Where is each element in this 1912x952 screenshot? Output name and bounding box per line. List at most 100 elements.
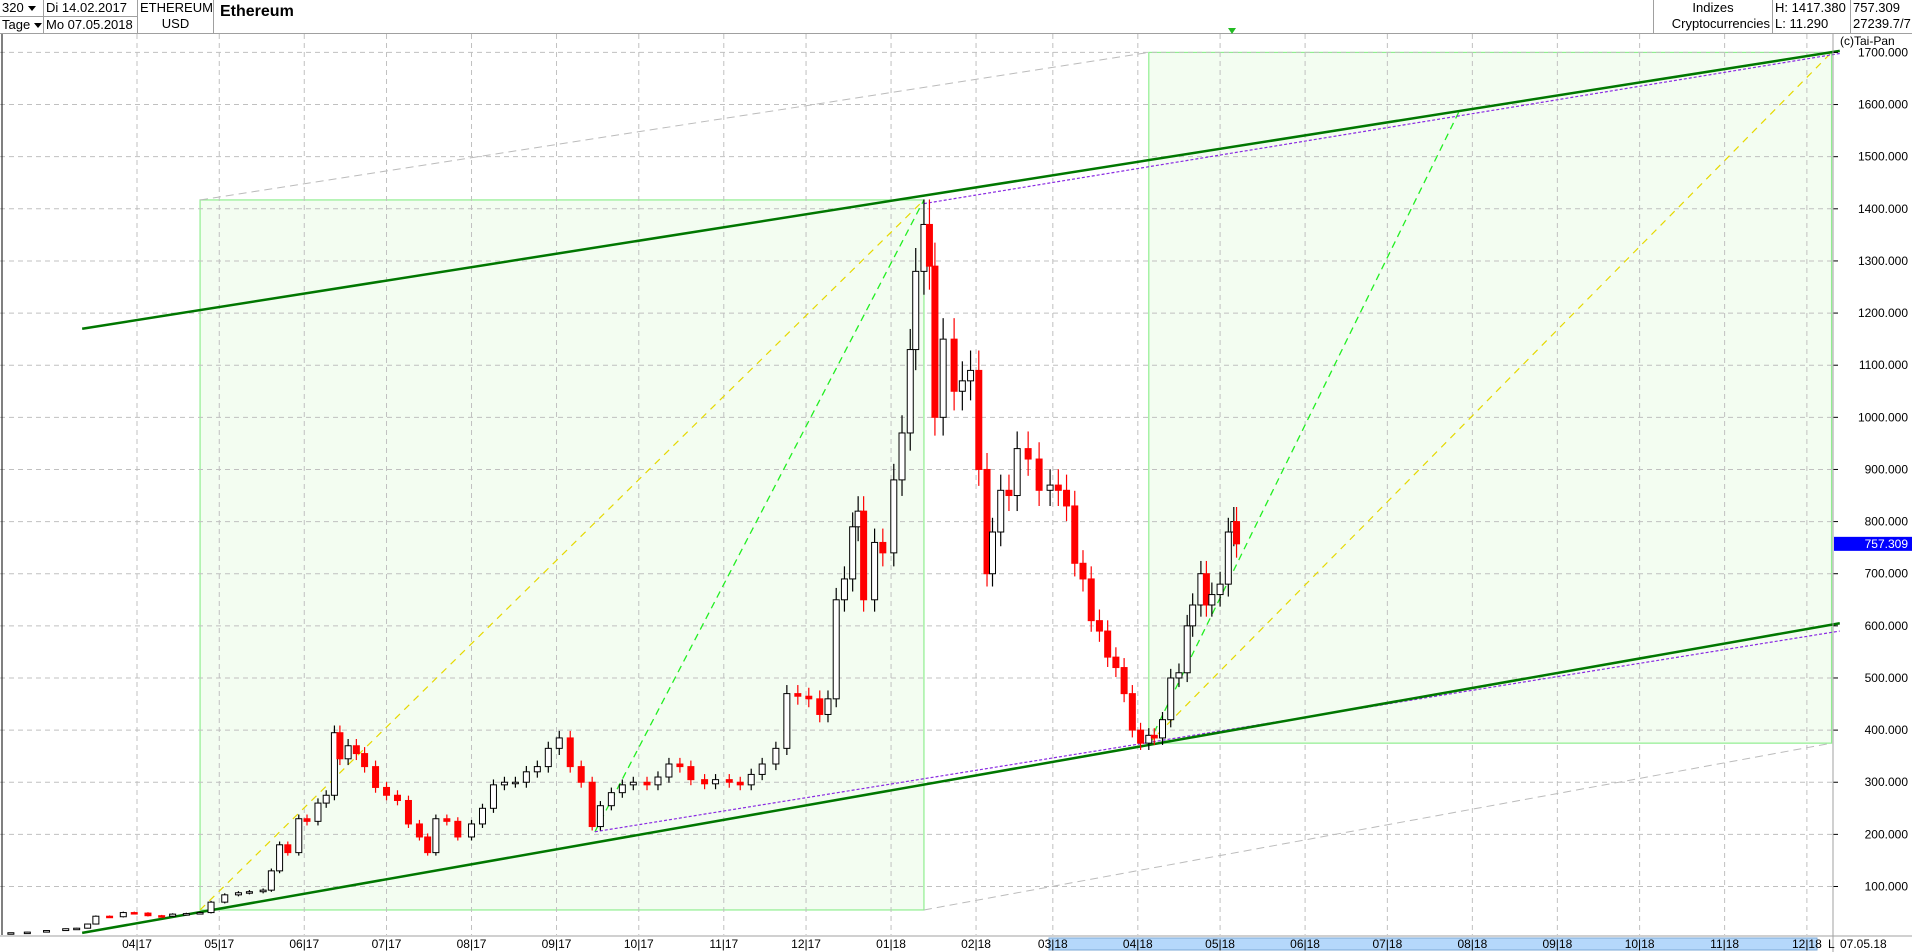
x-tick-label: 11|17 — [709, 937, 738, 951]
end-date-label: 07.05.18 — [1840, 937, 1887, 951]
symbol: ETHEREUM — [140, 0, 213, 15]
candle-body — [92, 915, 100, 925]
candle-body — [805, 695, 813, 700]
period-count-dropdown[interactable]: 320 — [0, 0, 43, 16]
candle-body — [7, 932, 15, 935]
candle-body — [840, 578, 848, 601]
candle-body — [1071, 505, 1079, 564]
candle-body — [879, 541, 887, 554]
time-scrollbar[interactable] — [1048, 937, 1818, 951]
candle-body — [989, 531, 997, 575]
candle-body — [489, 784, 497, 809]
candle-body — [665, 763, 673, 778]
period-unit-dropdown[interactable]: Tage — [0, 16, 43, 33]
y-tick-label: 1600.000 — [1858, 98, 1908, 112]
candle-body — [950, 338, 958, 392]
x-tick-label: 04|18 — [1123, 937, 1153, 951]
x-tick-label: 02|18 — [961, 937, 991, 951]
candle-body — [84, 923, 92, 929]
candle-body — [725, 779, 733, 783]
trend-line-gray-dash — [199, 51, 1149, 201]
candle-body — [276, 844, 284, 872]
category-crypto: Cryptocurrencies — [1671, 16, 1770, 31]
candle-body — [43, 930, 51, 933]
candle-body — [1128, 693, 1136, 731]
y-tick-label: 700.000 — [1865, 567, 1909, 581]
candle-body — [144, 912, 152, 917]
candle-body — [618, 784, 626, 794]
trend-line-green-dash — [1148, 112, 1460, 744]
chevron-down-icon — [27, 6, 36, 12]
candle-body — [1095, 620, 1103, 632]
projection-box — [199, 199, 925, 911]
chart-title: Ethereum — [220, 3, 294, 20]
category-cell: Indizes Cryptocurrencies — [1654, 0, 1773, 33]
candles — [7, 199, 1241, 935]
candle-body — [1216, 583, 1224, 596]
candle-body — [701, 779, 709, 785]
x-tick-label: 01|18 — [876, 937, 906, 951]
candle-body — [1087, 578, 1095, 622]
candle-body — [588, 781, 596, 828]
candle-body — [967, 369, 975, 382]
candle-body — [577, 766, 585, 783]
candle-body — [747, 773, 755, 786]
candle-body — [336, 732, 344, 760]
candle-body — [772, 747, 780, 765]
extra-value: 27239.7/7 — [1853, 16, 1911, 31]
y-tick-label: 800.000 — [1865, 515, 1909, 529]
candle-body — [1208, 594, 1216, 606]
x-tick-label: 06|18 — [1290, 937, 1320, 951]
x-tick-label: 05|17 — [204, 937, 234, 951]
grid — [0, 34, 1833, 935]
candle-body — [1112, 656, 1120, 669]
x-tick-label: 03|18 — [1038, 937, 1068, 951]
copyright-label: (c)Tai-Pan — [1840, 34, 1895, 48]
candle-body — [816, 698, 824, 715]
symbol-cell: ETHEREUM USD — [138, 0, 214, 33]
candle-body — [245, 891, 253, 894]
candle-body — [1159, 719, 1167, 739]
candle-body — [983, 468, 991, 575]
x-tick-label: 10|17 — [624, 937, 654, 951]
y-tick-label: 500.000 — [1865, 671, 1909, 685]
candle-body — [344, 745, 352, 760]
candle-body — [596, 805, 604, 828]
candle-body — [566, 737, 574, 768]
candle-body — [393, 794, 401, 801]
period-count: 320 — [2, 0, 24, 15]
candle-body — [939, 338, 947, 418]
y-tick-label: 400.000 — [1865, 723, 1909, 737]
last-value: 757.309 — [1853, 0, 1900, 15]
x-tick-label: 07|17 — [372, 937, 402, 951]
candle-body — [794, 693, 802, 697]
currency: USD — [161, 16, 190, 31]
candle-body — [130, 912, 138, 915]
candle-body — [860, 510, 868, 601]
trend-line-green-dash — [594, 199, 925, 833]
candle-body — [1137, 729, 1145, 744]
candle-body — [1233, 521, 1241, 545]
candle-body — [912, 270, 920, 351]
candle-body — [267, 870, 275, 891]
candle-body — [424, 836, 432, 854]
candle-body — [106, 915, 114, 919]
trend-line-channel-upper — [81, 49, 1840, 330]
period-unit: Tage — [2, 17, 31, 32]
candle-body — [383, 786, 391, 796]
candle-body — [221, 894, 229, 903]
axes: 100.000 200.000 300.000 400.000 500.000 600.0… — [0, 28, 1912, 952]
y-tick-label: 1400.000 — [1858, 202, 1908, 216]
candle-body — [925, 223, 933, 267]
candle-body — [1183, 625, 1191, 674]
chart-header: 320 Tage Di 14.02.2017 Mo 07.05.2018 ETH… — [0, 0, 1912, 34]
candle-body — [468, 823, 476, 838]
date-to[interactable]: Mo 07.05.2018 — [44, 16, 137, 33]
candle-body — [295, 818, 303, 854]
y-tick-label: 600.000 — [1865, 619, 1909, 633]
candle-body — [182, 913, 190, 916]
date-from[interactable]: Di 14.02.2017 — [46, 0, 127, 15]
candle-body — [1189, 604, 1197, 627]
candle-body — [997, 489, 1005, 533]
